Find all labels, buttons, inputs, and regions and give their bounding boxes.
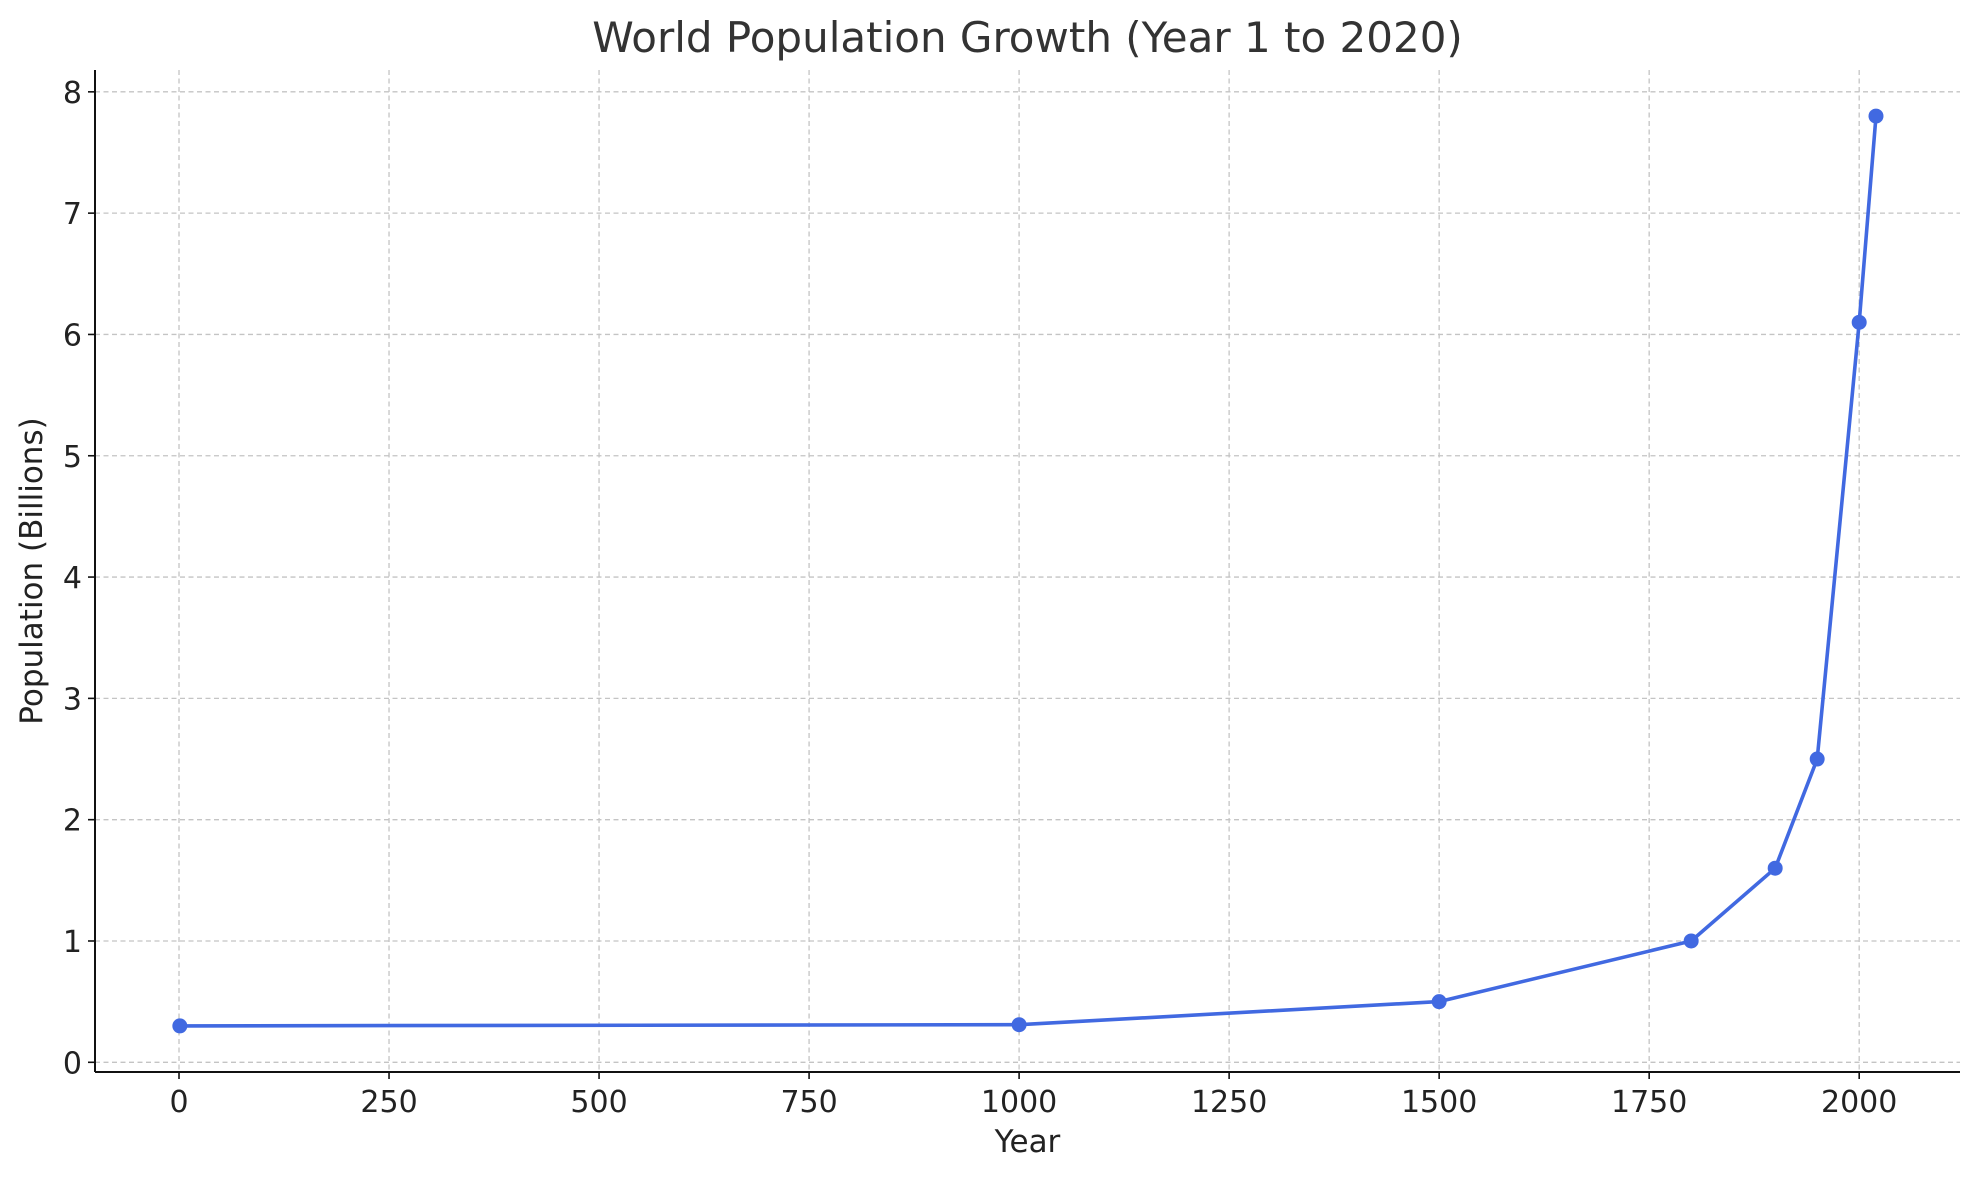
y-tick-label: 6 (63, 318, 82, 353)
y-tick-label: 2 (63, 804, 82, 839)
x-tick-label: 500 (570, 1085, 627, 1120)
ticks-layer: 0 250 500 750 1000 1250 1500 1750 2000 0 1 2 3 4 5 6 7 8 (63, 76, 1897, 1120)
y-tick-label: 5 (63, 440, 82, 475)
x-tick-label: 2000 (1821, 1085, 1897, 1120)
data-point (1683, 933, 1699, 949)
y-tick-label: 4 (63, 561, 82, 596)
y-tick-label: 7 (63, 197, 82, 232)
data-point (1851, 314, 1867, 330)
chart-title: World Population Growth (Year 1 to 2020) (592, 13, 1463, 62)
data-point (1011, 1017, 1027, 1033)
x-axis-title: Year (994, 1124, 1061, 1160)
y-axis-title: Population (Billions) (14, 417, 50, 724)
x-tick-label: 1250 (1191, 1085, 1267, 1120)
x-tick-label: 250 (360, 1085, 417, 1120)
y-tick-label: 3 (63, 682, 82, 717)
axes-layer (94, 70, 1960, 1073)
x-tick-label: 0 (169, 1085, 188, 1120)
series-line (178, 114, 1878, 1028)
y-tick-label: 1 (63, 925, 82, 960)
data-point (1431, 994, 1447, 1010)
data-point (1767, 860, 1783, 876)
data-point (1809, 751, 1825, 767)
x-tick-label: 1500 (1401, 1085, 1477, 1120)
x-tick-label: 1000 (981, 1085, 1057, 1120)
y-tick-label: 8 (63, 76, 82, 111)
grid-layer (95, 70, 1960, 1072)
y-tick-label: 0 (63, 1046, 82, 1081)
series-layer (172, 108, 1884, 1034)
data-point (172, 1018, 188, 1034)
data-point (1868, 108, 1884, 124)
x-tick-label: 750 (780, 1085, 837, 1120)
x-tick-label: 1750 (1611, 1085, 1687, 1120)
